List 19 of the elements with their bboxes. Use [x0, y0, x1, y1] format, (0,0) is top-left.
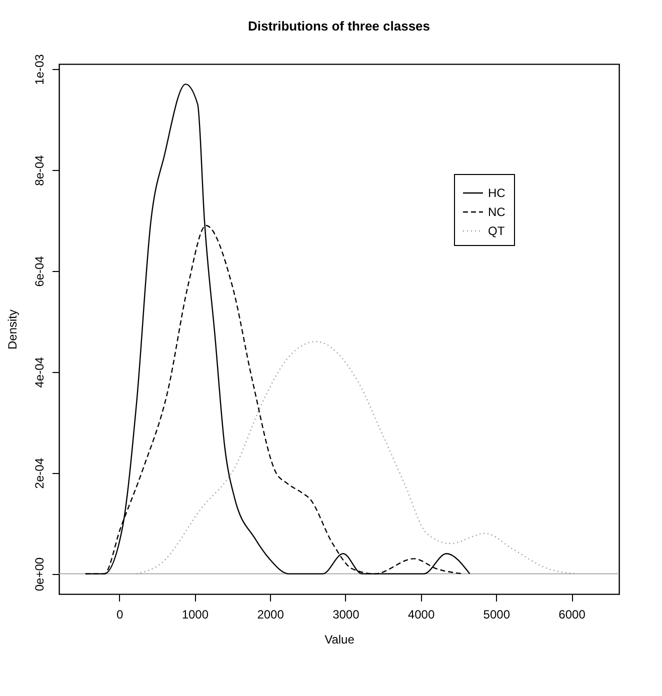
y-tick-label: 6e-04 [32, 256, 46, 287]
x-tick-label: 5000 [483, 608, 510, 622]
x-tick-label: 6000 [558, 608, 586, 622]
x-tick-label: 4000 [408, 608, 435, 622]
x-tick-label: 1000 [182, 608, 209, 622]
legend-label: NC [488, 205, 506, 219]
x-tick-label: 0 [116, 608, 124, 622]
y-tick-label: 1e-03 [32, 54, 46, 85]
legend-label: QT [488, 224, 506, 238]
y-tick-label: 8e-04 [32, 154, 46, 186]
x-tick-label: 2000 [257, 608, 284, 622]
chart-title: Distributions of three classes [248, 18, 430, 34]
y-axis-title: Density [6, 309, 20, 350]
x-tick-label: 3000 [332, 608, 360, 622]
y-tick-label: 0e+00 [32, 557, 46, 592]
y-tick-label: 4e-04 [32, 356, 46, 388]
y-tick-label: 2e-04 [32, 458, 46, 489]
legend-label: HC [488, 186, 506, 200]
x-axis-title: Value [324, 632, 355, 646]
